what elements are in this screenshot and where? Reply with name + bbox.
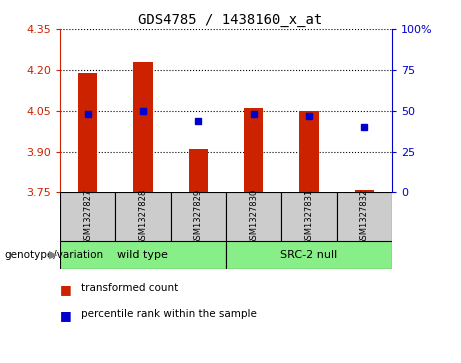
Text: SRC-2 null: SRC-2 null: [280, 250, 337, 260]
Text: GSM1327830: GSM1327830: [249, 189, 258, 245]
Bar: [337, 192, 392, 241]
Bar: [189, 149, 208, 192]
Text: GSM1327832: GSM1327832: [360, 189, 369, 245]
Text: GSM1327829: GSM1327829: [194, 189, 203, 245]
Bar: [78, 73, 97, 192]
Bar: [299, 111, 319, 192]
Text: transformed count: transformed count: [81, 283, 178, 293]
Bar: [281, 192, 337, 241]
Text: GSM1327827: GSM1327827: [83, 189, 92, 245]
Bar: [226, 192, 281, 241]
Text: GSM1327828: GSM1327828: [138, 189, 148, 245]
Bar: [355, 189, 374, 192]
Bar: [133, 62, 153, 192]
Bar: [244, 108, 263, 192]
Text: ■: ■: [60, 283, 71, 296]
Text: ■: ■: [60, 309, 71, 322]
Bar: [60, 241, 226, 269]
Text: percentile rank within the sample: percentile rank within the sample: [81, 309, 257, 319]
Text: genotype/variation: genotype/variation: [5, 250, 104, 260]
Bar: [171, 192, 226, 241]
Text: wild type: wild type: [118, 250, 168, 260]
Text: GDS4785 / 1438160_x_at: GDS4785 / 1438160_x_at: [138, 13, 323, 27]
Bar: [226, 241, 392, 269]
Text: ▶: ▶: [49, 250, 58, 260]
Bar: [60, 192, 115, 241]
Bar: [115, 192, 171, 241]
Text: GSM1327831: GSM1327831: [304, 189, 313, 245]
